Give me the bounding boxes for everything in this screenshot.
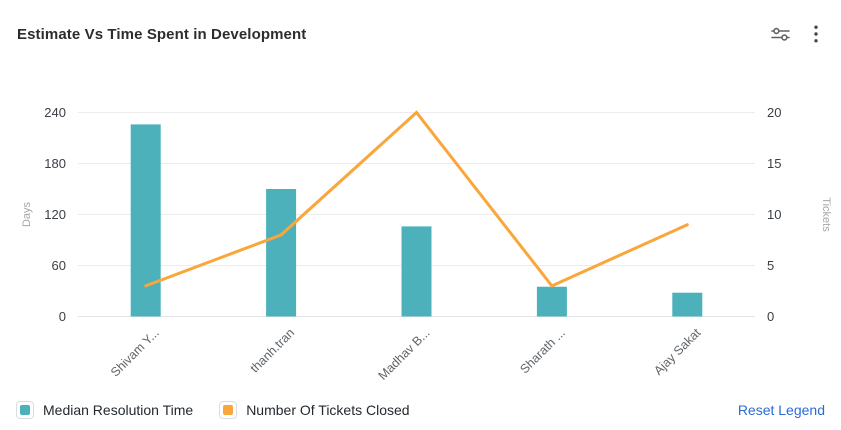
left-axis-tick: 240 [44, 105, 66, 120]
legend-item-number-of-tickets-closed[interactable]: Number Of Tickets Closed [219, 401, 410, 419]
line-series[interactable] [144, 110, 689, 288]
right-axis-tick: 0 [767, 309, 774, 324]
left-axis-tick: 60 [52, 258, 66, 273]
legend-label: Number Of Tickets Closed [246, 402, 410, 418]
legend-label: Median Resolution Time [43, 402, 194, 418]
bar-1[interactable] [266, 189, 297, 317]
sliders-icon [770, 27, 790, 41]
bar-2[interactable] [401, 226, 432, 317]
header-icons [769, 23, 827, 45]
chart-title: Estimate Vs Time Spent in Development [17, 25, 307, 43]
legend-swatch-bar-color [20, 405, 30, 415]
x-axis-label-4: Ajay Sakat [651, 325, 704, 378]
bar-4[interactable] [672, 292, 703, 317]
right-axis-tick: 5 [767, 258, 774, 273]
card-header: Estimate Vs Time Spent in Development [17, 22, 827, 46]
legend-bar: Median Resolution Time Number Of Tickets… [16, 398, 825, 422]
x-axis-label-3: Sharath ... [517, 326, 568, 377]
left-axis-tick: 120 [44, 207, 66, 222]
reset-legend-link[interactable]: Reset Legend [737, 402, 825, 418]
right-axis-tick: 20 [767, 105, 781, 120]
kebab-menu-icon [814, 25, 818, 43]
legend-swatch-line-color [223, 405, 234, 415]
bar-3[interactable] [536, 286, 567, 317]
left-axis-tick: 0 [59, 309, 66, 324]
legend-item-median-resolution-time[interactable]: Median Resolution Time [16, 401, 193, 419]
right-axis-tick: 15 [767, 156, 781, 171]
left-axis-tick: 180 [44, 156, 66, 171]
bar-0[interactable] [130, 124, 161, 317]
x-axis-label-0: Shivam Y... [108, 326, 162, 380]
filter-settings-button[interactable] [769, 23, 791, 45]
combo-chart: 0 0 60 5 120 10 180 15 240 20 Days Tickets Shivam Y.… [21, 105, 832, 383]
left-axis-title: Days [21, 201, 33, 227]
legend-items: Median Resolution Time Number Of Tickets… [16, 401, 410, 419]
x-axis-label-1: thanh.tran [248, 326, 298, 376]
legend-swatch-bar [16, 401, 34, 419]
right-axis-tick: 10 [767, 207, 781, 222]
right-axis-title: Tickets [820, 197, 832, 232]
kebab-menu-button[interactable] [805, 23, 827, 45]
legend-swatch-line [219, 401, 238, 419]
x-axis-label-2: Madhav B... [376, 326, 433, 383]
